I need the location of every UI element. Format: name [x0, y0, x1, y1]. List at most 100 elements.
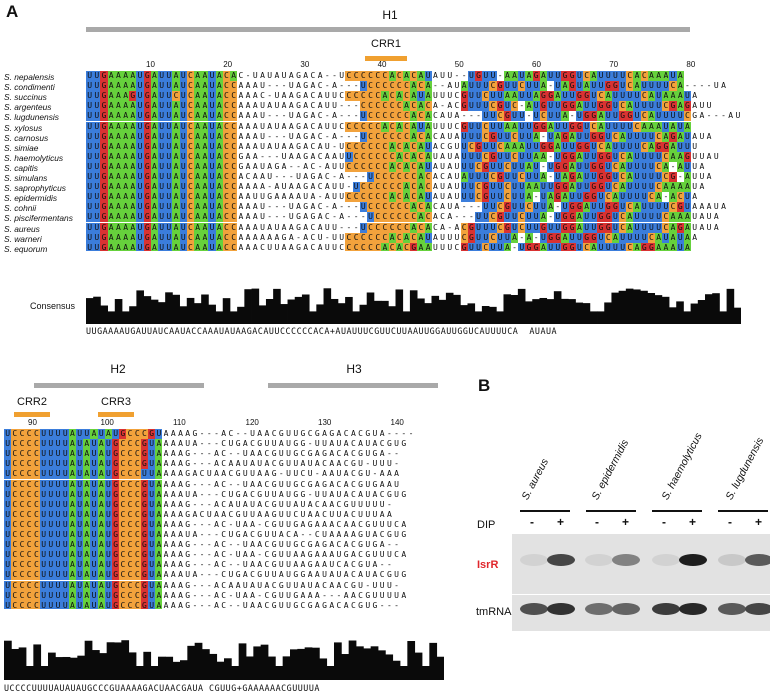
- consensus-bar: [417, 298, 425, 324]
- consensus-bar: [180, 660, 188, 680]
- consensus-bar: [275, 666, 284, 680]
- consensus-bar: [202, 649, 210, 680]
- consensus-bar: [193, 303, 202, 324]
- consensus-bar: [669, 307, 677, 324]
- consensus-bar: [260, 644, 269, 680]
- consensus-bar: [194, 642, 203, 680]
- consensus-label: Consensus: [30, 301, 76, 311]
- species-label: S. simulans: [4, 173, 48, 183]
- consensus-bar: [546, 299, 555, 324]
- position-label: 110: [173, 418, 186, 427]
- position-label: 50: [454, 60, 464, 69]
- position-label: 100: [100, 418, 114, 427]
- consensus-bar: [611, 292, 620, 324]
- consensus-bar: [352, 311, 360, 324]
- panel-a-letter: A: [6, 2, 19, 21]
- consensus-bar: [253, 646, 262, 680]
- lane-group-line-4: [718, 510, 768, 512]
- consensus-bar: [55, 657, 64, 680]
- consensus-bar: [222, 298, 231, 324]
- crr1-label: CRR1: [371, 38, 401, 50]
- consensus-bar: [481, 306, 490, 324]
- consensus-bar: [258, 305, 267, 324]
- consensus-bar: [48, 652, 56, 680]
- consensus-bar: [246, 656, 254, 680]
- lane-group-line-3: [652, 510, 702, 512]
- position-label: 10: [146, 60, 155, 69]
- h2-region-label: H2: [110, 362, 126, 376]
- species-label: S. warneri: [4, 233, 42, 244]
- consensus-bar: [265, 299, 274, 324]
- lane-group-line-2: [586, 510, 636, 512]
- species-label: S. saprophyticus: [4, 183, 66, 194]
- consensus-bar: [373, 300, 382, 324]
- species-label: S. haemolyticus: [4, 152, 64, 163]
- consensus-bar: [165, 656, 174, 680]
- blot-band: [585, 554, 613, 566]
- consensus-bar: [429, 642, 438, 680]
- crr3-bar: [98, 412, 134, 417]
- consensus-bar: [363, 648, 372, 680]
- dip-minus-sign: -: [530, 515, 534, 529]
- position-label: 80: [686, 60, 696, 69]
- consensus-bar: [676, 301, 684, 324]
- consensus-bar: [496, 311, 504, 324]
- consensus-bar: [237, 306, 245, 324]
- consensus-bar: [337, 303, 346, 324]
- blot-band: [679, 554, 707, 566]
- consensus-bar: [268, 656, 276, 680]
- h1-region-bar: [86, 27, 690, 32]
- dip-label: DIP: [477, 519, 496, 531]
- consensus-bar: [431, 295, 440, 324]
- consensus-bar: [179, 306, 188, 324]
- consensus-bar: [356, 646, 364, 680]
- consensus-bar: [4, 640, 12, 680]
- blot-band: [547, 603, 575, 615]
- consensus-bar: [381, 300, 389, 324]
- consensus-bar: [251, 288, 260, 324]
- species-label: S. equorum: [4, 243, 48, 254]
- dip-plus-sign: +: [622, 515, 630, 529]
- blot-species-lugdunensis: S. lugdunensis: [723, 435, 767, 502]
- consensus-bar: [640, 290, 648, 324]
- crr2-bar: [14, 412, 50, 417]
- consensus-histogram-top: [86, 288, 741, 324]
- species-label: S. capitis: [4, 162, 38, 173]
- consensus-bar: [136, 290, 144, 324]
- consensus-bar: [70, 657, 78, 680]
- consensus-sequence-top: UUGAAAAUGAUUAUCAAUACCAAAUAUAAGACAUUCCCCC…: [86, 326, 558, 336]
- consensus-bar: [467, 303, 476, 324]
- consensus-bar: [661, 296, 670, 324]
- position-label: 130: [318, 418, 332, 427]
- consensus-bar: [366, 292, 375, 324]
- consensus-bar: [143, 651, 152, 680]
- species-label: S. piscifermentans: [4, 213, 73, 224]
- consensus-bar: [121, 311, 130, 324]
- h2-region-bar: [34, 383, 204, 388]
- consensus-bar: [348, 640, 357, 680]
- consensus-bar: [712, 293, 720, 324]
- crr1-bar: [365, 56, 407, 61]
- consensus-bar: [172, 294, 180, 324]
- consensus-histogram-bottom: [4, 640, 444, 680]
- consensus-bar: [319, 658, 328, 680]
- consensus-bar: [719, 311, 728, 324]
- consensus-bar: [654, 295, 663, 324]
- consensus-bar: [341, 654, 350, 680]
- consensus-bar: [359, 304, 368, 324]
- consensus-bar: [575, 302, 584, 324]
